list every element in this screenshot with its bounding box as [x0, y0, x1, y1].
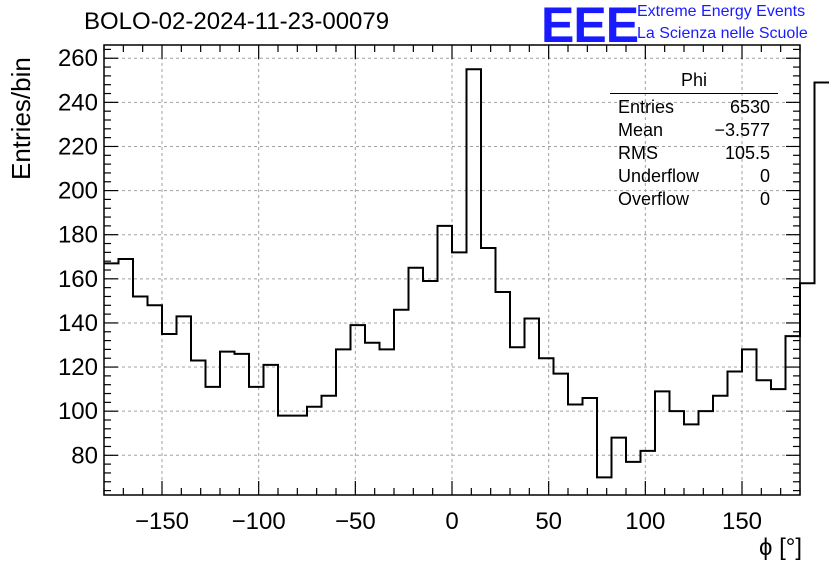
histogram-bin [249, 387, 264, 495]
histogram-bin [525, 319, 540, 495]
histogram-bin [336, 349, 351, 495]
histogram-bin [467, 69, 482, 495]
histogram-bin [655, 391, 670, 495]
y-tick-label: 240 [58, 89, 98, 116]
y-tick-label: 120 [58, 354, 98, 381]
stats-row: Overflow 0 [610, 188, 778, 211]
stats-title: Phi [610, 70, 778, 94]
histogram-bin [670, 411, 685, 495]
histogram-bin [307, 407, 322, 495]
x-tick-label: −100 [232, 508, 286, 535]
histogram-bin [206, 387, 221, 495]
histogram-bin [177, 316, 192, 495]
stats-value: 105.5 [724, 143, 770, 163]
histogram-bin [423, 281, 438, 495]
x-tick-label: −150 [135, 508, 189, 535]
y-tick-label: 80 [71, 442, 98, 469]
histogram-bin [800, 283, 815, 495]
axes: −150 −100 −50 0 50 100 150 80 100 120 140 160 180 200… [58, 44, 801, 535]
y-tick-label: 220 [58, 133, 98, 160]
histogram-bin [554, 374, 569, 495]
histogram-bin [191, 360, 206, 495]
histogram-bin [728, 371, 743, 495]
histogram-bin [684, 424, 699, 495]
histogram-bin [699, 411, 714, 495]
histogram-bin [220, 352, 235, 495]
stats-value: 0 [759, 166, 770, 186]
histogram-bin [148, 305, 163, 495]
histogram-bin [380, 349, 395, 495]
stats-value: −3.577 [714, 120, 770, 140]
stats-row: Mean −3.577 [610, 119, 778, 142]
histogram-bin [438, 226, 453, 495]
histogram-step-line [104, 68, 829, 479]
stats-label: Underflow [618, 166, 700, 186]
histogram-bin [119, 259, 134, 495]
histogram-bin [162, 334, 177, 495]
y-tick-label: 140 [58, 310, 98, 337]
stats-label: Overflow [618, 189, 690, 209]
stats-value: 0 [759, 189, 770, 209]
histogram-bin [597, 477, 612, 495]
logo-text-line2: La Scienza nelle Scuole [637, 25, 808, 42]
histogram-bin [365, 343, 380, 495]
histogram-bin [510, 347, 525, 495]
histogram-bars [104, 68, 830, 496]
y-tick-label: 160 [58, 266, 98, 293]
stats-label: Mean [618, 120, 664, 140]
histogram-bin [626, 462, 641, 495]
histogram-bin [568, 405, 583, 495]
histogram-bin [496, 292, 511, 495]
histogram-bin [481, 248, 496, 495]
stats-label: Entries [618, 97, 675, 117]
x-tick-label: 0 [445, 508, 458, 535]
logo-text-line1: Extreme Energy Events [637, 3, 806, 20]
stats-label: RMS [618, 143, 658, 163]
y-tick-label: 260 [58, 45, 98, 72]
histogram-bin [713, 396, 728, 495]
y-axis-label: Entries/bin [6, 57, 36, 180]
stats-row: Underflow 0 [610, 165, 778, 188]
histogram-bin [235, 354, 250, 495]
histogram-bin [742, 349, 757, 495]
chart-title: BOLO-02-2024-11-23-00079 [84, 8, 390, 35]
histogram-bin [612, 438, 627, 495]
x-tick-label: 150 [722, 508, 762, 535]
histogram-bin [409, 268, 424, 495]
histogram-bin [133, 296, 148, 495]
histogram-bin [539, 358, 554, 495]
stats-box: Phi Entries 6530 Mean −3.577 RMS 105.5 U… [610, 70, 778, 211]
x-axis-label: ϕ [°] [758, 534, 802, 561]
stats-row: Entries 6530 [610, 96, 778, 119]
histogram-bin [757, 380, 772, 495]
histogram-bin [104, 263, 119, 495]
stats-value: 6530 [729, 97, 770, 117]
y-tick-label: 200 [58, 178, 98, 205]
histogram-bin [264, 365, 279, 495]
histogram-bin [394, 310, 409, 495]
histogram-bin [278, 416, 293, 495]
histogram-bin [452, 252, 467, 495]
eee-logo: EEE [541, 0, 639, 53]
histogram-bin [641, 451, 656, 495]
x-tick-label: −50 [335, 508, 376, 535]
x-tick-label: 50 [535, 508, 562, 535]
y-tick-label: 180 [58, 222, 98, 249]
histogram-bin [351, 325, 366, 495]
x-tick-label: 100 [625, 508, 665, 535]
histogram-bin [322, 396, 337, 495]
histogram-bin [786, 336, 801, 495]
y-tick-label: 100 [58, 398, 98, 425]
stats-row: RMS 105.5 [610, 142, 778, 165]
histogram-bin [815, 83, 830, 496]
histogram-bin [583, 398, 598, 495]
histogram-bin [771, 389, 786, 495]
histogram-bin [293, 416, 308, 495]
